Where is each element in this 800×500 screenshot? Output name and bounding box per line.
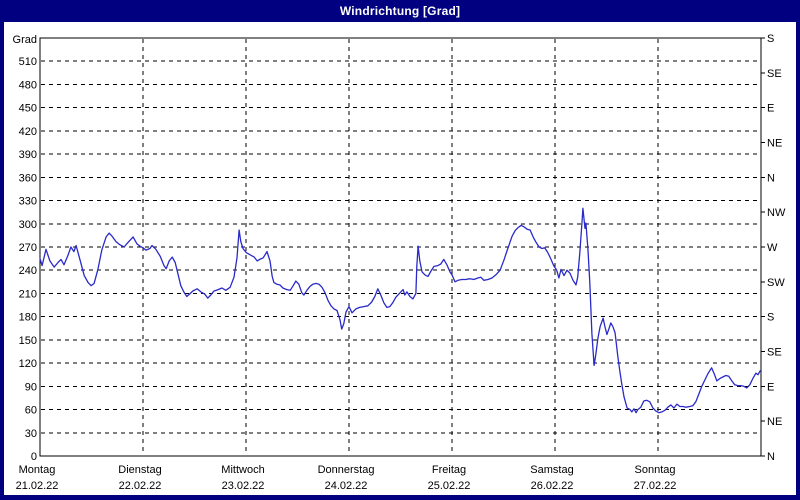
compass-label: NE (767, 138, 782, 150)
y-axis-tick-label: 270 (19, 242, 37, 254)
compass-label: S (767, 33, 774, 45)
day-label: Samstag (530, 464, 573, 476)
y-axis-tick-label: 420 (19, 126, 37, 138)
y-axis-tick-label: 120 (19, 358, 37, 370)
day-label: Dienstag (118, 464, 161, 476)
compass-label: E (767, 103, 774, 115)
date-label: 27.02.22 (634, 480, 677, 492)
day-label: Montag (19, 464, 56, 476)
y-axis-tick-label: 360 (19, 172, 37, 184)
y-axis-tick-label: 30 (25, 428, 37, 440)
date-label: 25.02.22 (428, 480, 471, 492)
date-label: 24.02.22 (325, 480, 368, 492)
compass-label: SE (767, 68, 782, 80)
y-axis-unit-label: Grad (13, 34, 37, 46)
y-axis-tick-label: 450 (19, 103, 37, 115)
plot-border (39, 37, 762, 457)
y-axis-tick-label: 330 (19, 196, 37, 208)
y-axis-tick-label: 390 (19, 149, 37, 161)
compass-label: S (767, 312, 774, 324)
window-titlebar: Windrichtung [Grad] (0, 0, 800, 22)
window-title: Windrichtung [Grad] (339, 4, 461, 18)
y-axis-tick-label: 510 (19, 56, 37, 68)
y-axis-tick-label: 0 (31, 451, 37, 463)
day-label: Sonntag (635, 464, 676, 476)
y-axis-tick-label: 210 (19, 288, 37, 300)
day-label: Freitag (432, 464, 466, 476)
day-label: Donnerstag (318, 464, 375, 476)
y-axis-tick-label: 150 (19, 335, 37, 347)
y-axis-tick-label: 90 (25, 381, 37, 393)
compass-label: W (767, 242, 778, 254)
y-axis-tick-label: 240 (19, 265, 37, 277)
compass-label: E (767, 381, 774, 393)
date-label: 21.02.22 (16, 480, 59, 492)
day-label: Mittwoch (221, 464, 264, 476)
y-axis-tick-label: 480 (19, 79, 37, 91)
y-axis-tick-label: 60 (25, 405, 37, 417)
compass-label: SE (767, 347, 782, 359)
y-axis-tick-label: 300 (19, 219, 37, 231)
compass-label: SW (767, 277, 785, 289)
date-label: 26.02.22 (531, 480, 574, 492)
date-label: 23.02.22 (222, 480, 265, 492)
compass-label: NW (767, 207, 786, 219)
compass-label: N (767, 172, 775, 184)
wind-direction-line (39, 207, 761, 414)
compass-label: NE (767, 416, 782, 428)
compass-label: N (767, 451, 775, 463)
date-label: 22.02.22 (119, 480, 162, 492)
y-axis-tick-label: 180 (19, 312, 37, 324)
